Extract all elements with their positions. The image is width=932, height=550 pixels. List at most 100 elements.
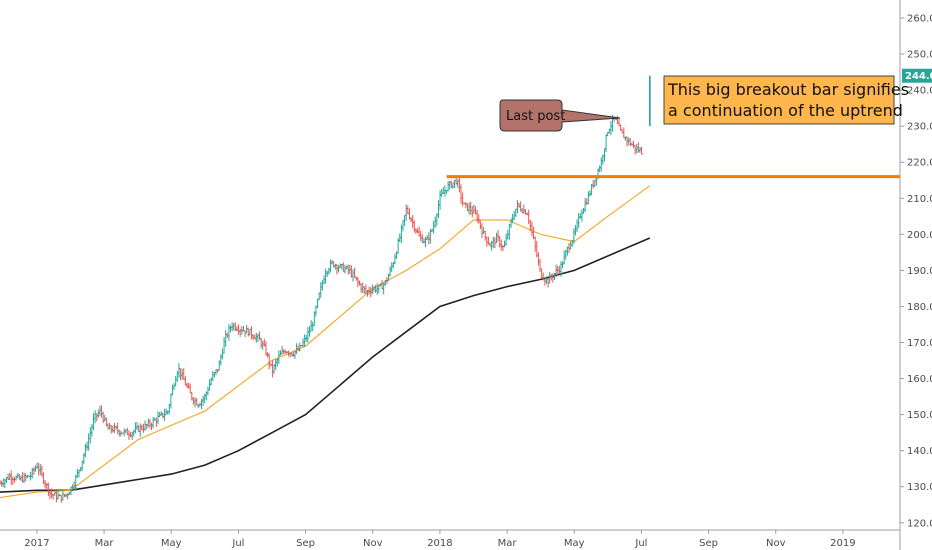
price-bar bbox=[427, 232, 431, 245]
price-bar bbox=[93, 410, 97, 424]
price-bar bbox=[424, 236, 428, 248]
price-bar bbox=[22, 472, 26, 483]
price-bar bbox=[59, 494, 63, 503]
price-bar bbox=[359, 282, 363, 293]
price-bar bbox=[433, 216, 437, 228]
price-bar bbox=[580, 209, 584, 222]
price-bar bbox=[19, 475, 23, 481]
price-bar bbox=[585, 198, 589, 206]
x-tick-label: Jul bbox=[634, 538, 647, 549]
price-bar bbox=[9, 470, 13, 485]
price-bar bbox=[393, 253, 397, 265]
price-bar bbox=[188, 383, 192, 394]
last-price-text: 244.0 bbox=[905, 71, 932, 82]
price-bar bbox=[32, 467, 36, 475]
x-tick-label: Mar bbox=[498, 538, 518, 549]
price-bar bbox=[390, 262, 394, 273]
x-tick-label: Nov bbox=[363, 538, 383, 549]
price-bar bbox=[593, 179, 597, 187]
price-bar bbox=[509, 218, 513, 229]
price-bar bbox=[430, 228, 434, 233]
price-bar bbox=[507, 223, 511, 240]
x-tick-label: Jul bbox=[231, 538, 244, 549]
price-bar bbox=[628, 138, 632, 147]
y-tick-label: 240.0 bbox=[907, 86, 932, 97]
y-tick-label: 230.0 bbox=[907, 122, 932, 133]
price-bar bbox=[461, 192, 465, 207]
price-bar bbox=[417, 226, 421, 237]
price-bar bbox=[477, 214, 481, 224]
price-bar bbox=[103, 414, 107, 422]
price-bar bbox=[404, 204, 408, 221]
price-bar bbox=[636, 142, 640, 153]
price-bar bbox=[319, 282, 323, 298]
price-bar bbox=[491, 236, 495, 249]
price-bars bbox=[0, 75, 651, 503]
price-bar bbox=[66, 492, 70, 500]
price-bar bbox=[631, 140, 635, 148]
price-bar bbox=[193, 397, 197, 408]
price-bar bbox=[504, 233, 508, 246]
price-bar bbox=[604, 134, 608, 153]
price-bar bbox=[98, 405, 102, 417]
time-axis[interactable]: 2017 Mar May Jul Sep Nov 2018 Mar May Jul Sep Nov 20… bbox=[0, 529, 900, 549]
price-bar bbox=[586, 191, 590, 205]
price-bar bbox=[627, 137, 631, 146]
price-bar bbox=[536, 252, 540, 266]
price-bar bbox=[138, 423, 142, 437]
price-bar bbox=[112, 423, 116, 434]
price-bar bbox=[306, 327, 310, 343]
price-bar bbox=[503, 240, 507, 248]
price-bar bbox=[33, 465, 37, 472]
price-bar bbox=[195, 398, 199, 406]
price-bar bbox=[494, 232, 498, 244]
price-bar bbox=[609, 120, 613, 136]
price-bar bbox=[388, 266, 392, 277]
price-axis[interactable]: 120.0 130.0 140.0 150.0 160.0 170.0 180.0 190.0… bbox=[899, 0, 932, 550]
price-bar bbox=[412, 220, 416, 233]
price-bar bbox=[640, 146, 644, 155]
price-bar bbox=[320, 280, 324, 291]
price-bar bbox=[148, 418, 152, 429]
price-bar bbox=[432, 220, 436, 234]
price-bar bbox=[177, 363, 181, 378]
price-bar bbox=[575, 219, 579, 233]
price-bar bbox=[561, 261, 565, 269]
price-bar bbox=[517, 203, 521, 208]
x-tick-label: May bbox=[564, 538, 585, 549]
y-tick-label: 150.0 bbox=[907, 410, 932, 421]
price-bar bbox=[480, 223, 484, 238]
price-bar bbox=[8, 473, 12, 481]
y-tick-label: 170.0 bbox=[907, 338, 932, 349]
price-bar bbox=[143, 420, 147, 431]
price-bar bbox=[232, 322, 236, 331]
price-bar bbox=[590, 184, 594, 196]
price-bar bbox=[567, 242, 571, 253]
price-bar bbox=[87, 433, 91, 451]
price-bar bbox=[341, 262, 345, 272]
price-bar bbox=[174, 375, 178, 387]
price-bar bbox=[154, 417, 158, 427]
price-bar bbox=[582, 208, 586, 214]
x-tick-label: 2017 bbox=[24, 538, 49, 549]
price-bar bbox=[77, 469, 81, 478]
x-tick-label: Mar bbox=[95, 538, 115, 549]
price-bar bbox=[467, 202, 471, 215]
price-bar bbox=[278, 350, 282, 356]
price-bar bbox=[14, 475, 18, 481]
price-bar bbox=[438, 190, 442, 210]
callout-text: Last post bbox=[506, 109, 565, 124]
price-bar bbox=[90, 423, 94, 437]
price-bar bbox=[75, 468, 79, 479]
price-bar bbox=[498, 235, 502, 248]
price-bar bbox=[254, 332, 258, 343]
price-bar bbox=[469, 201, 473, 215]
price-bar bbox=[533, 236, 537, 253]
price-bar bbox=[457, 178, 461, 193]
price-bar bbox=[312, 311, 316, 326]
y-tick-label: 260.0 bbox=[907, 14, 932, 25]
price-bar bbox=[538, 258, 542, 273]
price-bar bbox=[446, 181, 450, 192]
price-bar bbox=[67, 491, 71, 496]
price-bar bbox=[514, 208, 518, 217]
